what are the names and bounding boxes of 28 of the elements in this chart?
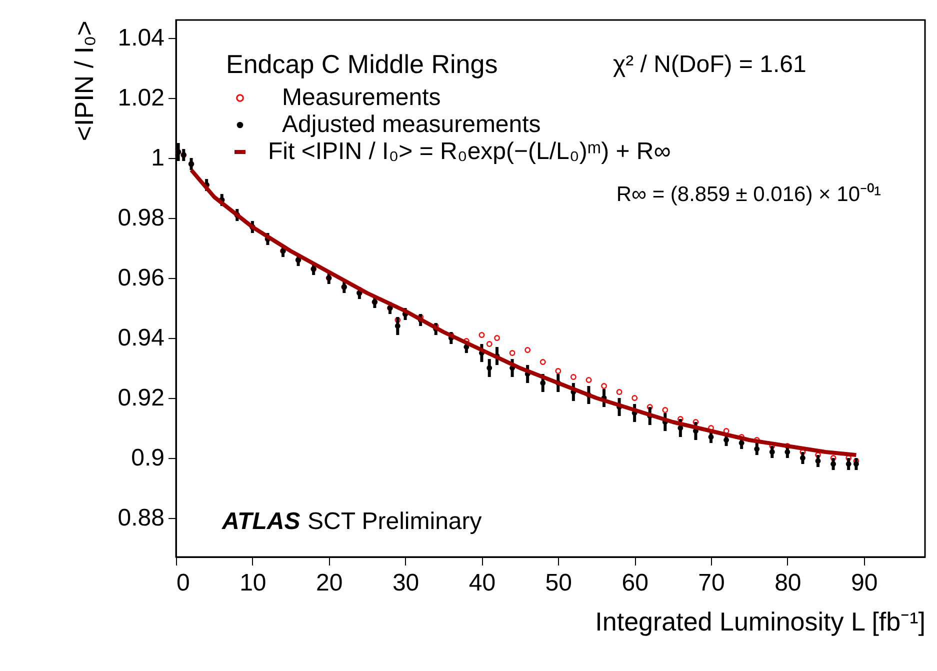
y-tick-label: 0.88 (118, 504, 164, 532)
x-tick-label: 0 (176, 570, 190, 596)
y-tick-label: 0.92 (118, 384, 164, 412)
x-tick-label: 60 (622, 570, 648, 596)
y-tick-label: 0.98 (118, 204, 164, 232)
text: χ² / N(DoF) = 1.61 (613, 51, 806, 78)
y-tick-label: 1 (151, 144, 164, 172)
x-tick-label: 90 (851, 570, 878, 596)
x-tick-label: 40 (468, 570, 496, 596)
x-tick-label: 10 (240, 570, 266, 596)
y-tick-label: 0.96 (118, 264, 164, 292)
annotation: R∞ = (8.859 ± 0.016) × 10⁻⁰¹ (616, 183, 881, 206)
legend-label: Measurements (282, 84, 441, 111)
x-tick-label: 20 (316, 570, 343, 596)
annotation: ATLAS SCT Preliminary (221, 508, 482, 535)
x-tick-label: 30 (392, 570, 420, 596)
x-tick-label: 50 (545, 570, 572, 596)
y-tick-label: 1.02 (118, 84, 164, 112)
y-tick-label: 0.9 (131, 444, 164, 472)
legend-label: Adjusted measurements (282, 111, 541, 138)
y-tick-label: 0.94 (118, 324, 164, 352)
y-axis-title: <IPIN / I₀> (68, 20, 99, 142)
x-tick-label: 80 (774, 570, 802, 596)
y-tick-label: 1.04 (118, 24, 164, 52)
x-axis-title: Integrated Luminosity L [fb⁻¹] (595, 606, 926, 636)
x-tick-label: 70 (698, 570, 725, 596)
legend-label: Fit <IPIN / I₀> = R₀exp(−(L/L₀)ᵐ) + R∞ (268, 138, 671, 165)
text: Endcap C Middle Rings (226, 49, 498, 79)
